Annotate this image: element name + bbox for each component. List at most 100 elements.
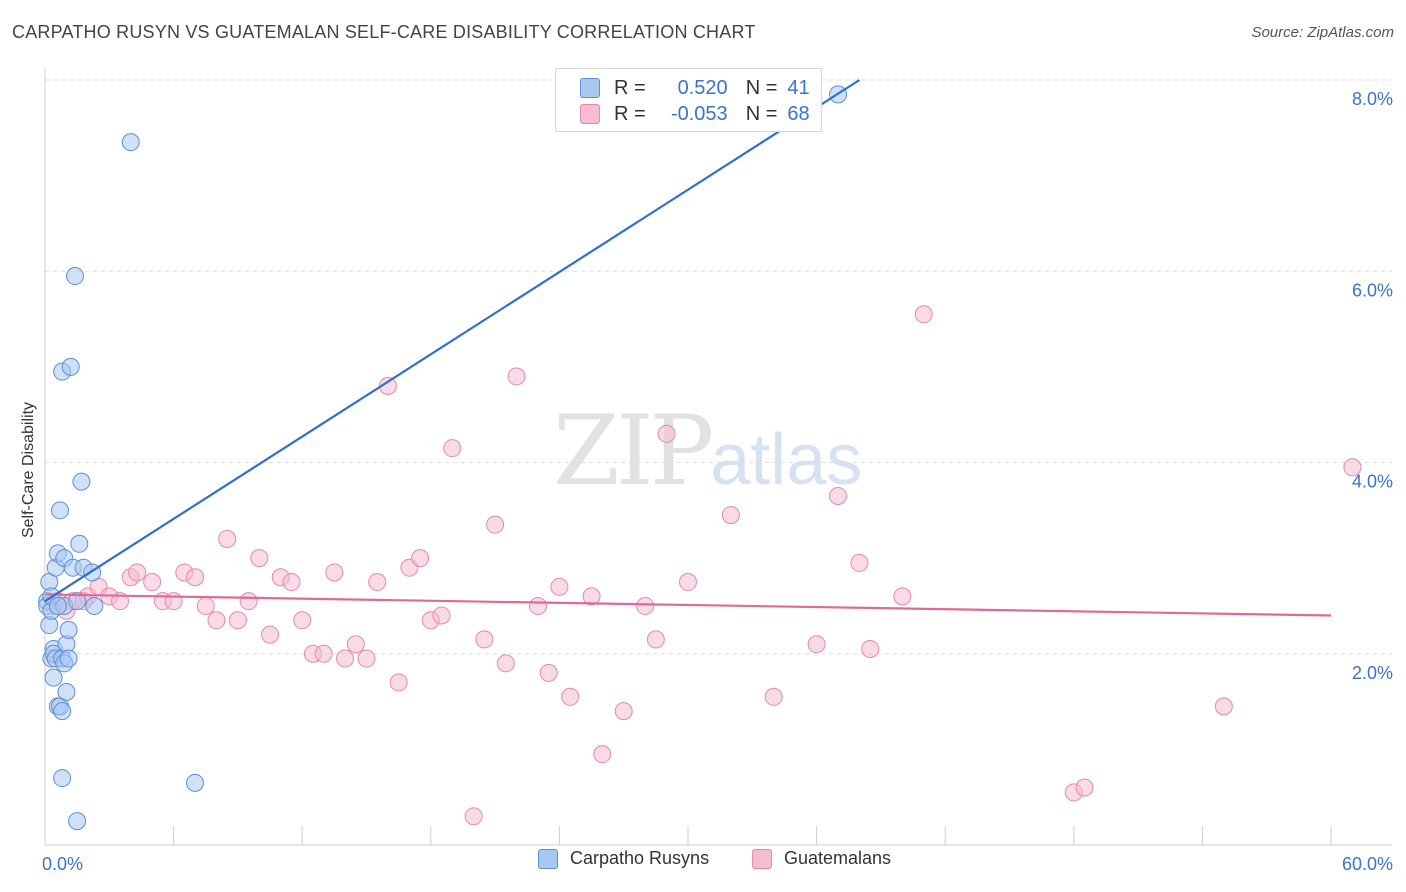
guatemalan-point	[111, 592, 130, 611]
n-label: N =	[745, 76, 778, 99]
guatemalan-point	[721, 506, 740, 525]
series-legend: Carpatho Rusyns Guatemalans	[0, 848, 1406, 882]
guatemalan-point	[143, 573, 162, 592]
guatemalan-point	[861, 639, 880, 658]
n-value: 68	[787, 102, 810, 125]
carpatho-point	[68, 812, 87, 831]
x-tick-label-min: 0.0%	[42, 854, 83, 874]
guatemalan-trendline	[44, 593, 1332, 617]
guatemalan-point	[1075, 778, 1094, 797]
legend-item-carpatho: Carpatho Rusyns	[538, 848, 709, 869]
carpatho-trendline	[44, 79, 861, 603]
carpatho-point	[85, 596, 104, 615]
carpatho-point	[121, 133, 140, 152]
carpatho-point	[68, 592, 87, 611]
stats-row-guatemalan: R = -0.053 N = 68	[580, 102, 810, 126]
legend-label-carpatho: Carpatho Rusyns	[570, 848, 710, 868]
guatemalan-point	[464, 807, 483, 826]
guatemalan-point	[679, 573, 697, 592]
legend-item-guatemalan: Guatemalans	[752, 848, 891, 869]
chart-title: CARPATHO RUSYN VS GUATEMALAN SELF-CARE D…	[12, 22, 756, 42]
legend-swatch-carpatho	[538, 848, 558, 869]
guatemalan-point	[561, 687, 580, 706]
carpatho-point	[53, 702, 72, 721]
guatemalan-point	[261, 625, 280, 644]
guatemalan-point	[282, 573, 301, 592]
guatemalan-point	[614, 702, 633, 721]
guatemalan-point	[1214, 697, 1233, 716]
y-tick-label: 2.0%	[1352, 663, 1393, 683]
y-tick-label: 6.0%	[1352, 280, 1393, 300]
guatemalan-point	[228, 611, 247, 630]
y-axis-label: Self-Care Disability	[20, 401, 37, 539]
carpatho-point	[57, 683, 76, 701]
guatemalan-point	[486, 515, 505, 534]
y-tick-label: 8.0%	[1352, 89, 1393, 109]
n-value: 41	[787, 76, 810, 99]
guatemalan-point	[764, 687, 783, 706]
guatemalan-point	[646, 630, 665, 649]
guatemalan-point	[196, 596, 215, 615]
guatemalan-point	[475, 630, 494, 649]
y-axis-label-wrap: Self-Care Disability	[14, 300, 44, 640]
carpatho-point	[72, 472, 91, 491]
watermark: ZIPatlas	[553, 395, 862, 507]
guatemalan-point	[539, 663, 558, 682]
guatemalan-point	[186, 568, 205, 587]
guatemalan-point	[314, 644, 333, 663]
guatemalan-point	[1343, 458, 1362, 477]
stats-legend: R = 0.520 N = 41 R = -0.053 N = 68	[555, 68, 822, 132]
carpatho-swatch	[580, 78, 600, 98]
r-label: R =	[614, 76, 646, 99]
stats-row-carpatho: R = 0.520 N = 41	[580, 76, 810, 100]
carpatho-point	[59, 649, 78, 668]
guatemalan-point	[829, 486, 848, 505]
carpatho-point	[186, 773, 205, 792]
r-label: R =	[614, 102, 646, 125]
guatemalan-point	[432, 606, 451, 625]
guatemalan-point	[128, 563, 147, 582]
guatemalan-point	[893, 587, 912, 606]
guatemalan-point	[443, 439, 462, 458]
watermark-zip: ZIP	[553, 395, 714, 507]
guatemalan-point	[411, 549, 430, 568]
guatemalan-point	[914, 305, 933, 324]
carpatho-point	[66, 267, 85, 286]
guatemalan-point	[550, 577, 569, 596]
guatemalan-swatch	[580, 104, 600, 124]
watermark-atlas: atlas	[710, 420, 863, 500]
carpatho-point	[51, 501, 70, 520]
legend-swatch-guatemalan	[752, 848, 772, 869]
carpatho-point	[61, 357, 80, 376]
guatemalan-point	[218, 530, 237, 548]
guatemalan-point	[389, 673, 408, 692]
guatemalan-point	[207, 611, 226, 630]
chart-source: Source: ZipAtlas.com	[1251, 24, 1394, 41]
guatemalan-point	[293, 611, 312, 630]
legend-label-guatemalan: Guatemalans	[784, 848, 892, 868]
x-tick-label-max: 60.0%	[1342, 854, 1393, 874]
carpatho-point	[70, 534, 89, 553]
guatemalan-point	[250, 549, 269, 568]
guatemalan-point	[507, 367, 526, 386]
guatemalan-point	[368, 573, 387, 592]
guatemalan-point	[164, 592, 183, 611]
guatemalan-point	[325, 563, 344, 582]
guatemalan-point	[357, 649, 376, 668]
guatemalan-point	[582, 587, 601, 606]
guatemalan-point	[850, 553, 869, 572]
guatemalan-point	[657, 424, 676, 443]
guatemalan-point	[239, 592, 258, 611]
guatemalan-point	[593, 745, 612, 764]
r-value: -0.053	[670, 102, 728, 125]
y-tick-label: 4.0%	[1352, 472, 1393, 492]
n-label: N =	[745, 102, 778, 125]
r-value: 0.520	[677, 76, 728, 99]
carpatho-point	[53, 769, 72, 788]
guatemalan-point	[807, 635, 826, 654]
carpatho-point	[59, 620, 78, 639]
guatemalan-point	[346, 635, 365, 654]
guatemalan-point	[528, 596, 547, 615]
guatemalan-point	[496, 654, 515, 673]
